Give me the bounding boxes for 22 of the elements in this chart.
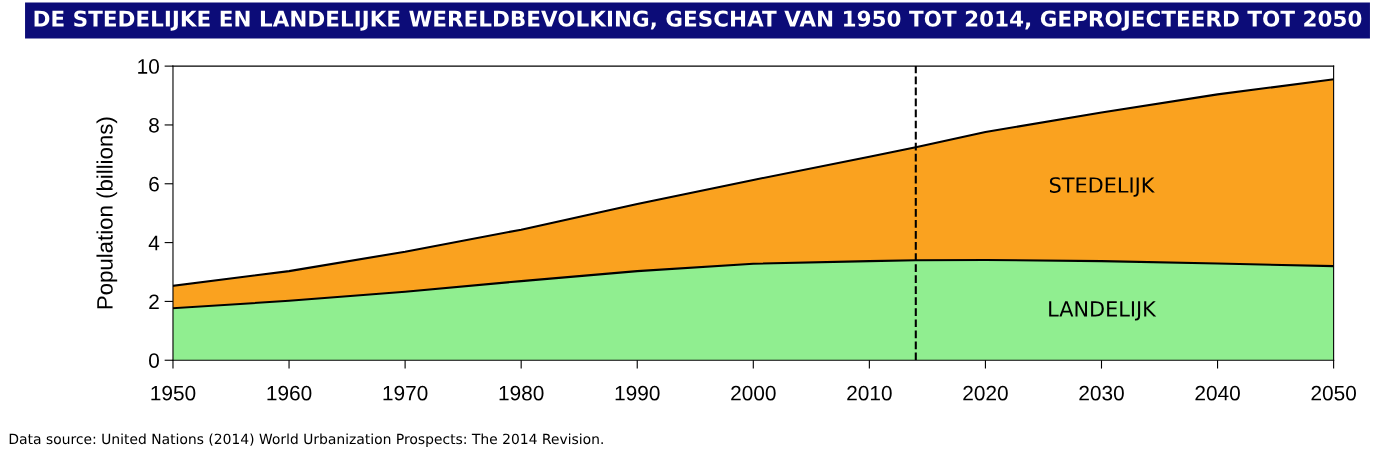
chart-title: DE STEDELIJKE EN LANDELIJKE WERELDBEVOLKING, GESCHAT VAN 1950 TOT 2014, GEPROJECTEERD TOT 2050: [34, 10, 1362, 31]
x-tick-label: 2050: [1311, 385, 1356, 401]
y-tick-label: 2: [149, 294, 159, 309]
y-axis-title: Population (billions): [96, 117, 118, 309]
x-tick-label: 1990: [615, 385, 660, 401]
x-tick-label: 2010: [847, 385, 892, 401]
y-tick-label: 4: [148, 235, 160, 251]
x-tick-label: 1970: [383, 385, 428, 401]
series-label: STEDELIJK: [1049, 177, 1155, 197]
source-note: Data source: United Nations (2014) World Urbanization Prospects: The 2014 Revision.: [9, 433, 603, 447]
x-tick-label: 2000: [731, 385, 776, 401]
y-tick-label: 10: [138, 59, 159, 74]
x-tick-label: 2030: [1079, 385, 1124, 401]
x-tick-label: 1960: [267, 385, 312, 401]
x-tick-label: 1980: [499, 385, 544, 401]
series-label: LANDELIJK: [1049, 301, 1157, 321]
x-tick-label: 2020: [963, 385, 1008, 401]
x-tick-label: 2040: [1195, 385, 1240, 401]
x-tick-label: 1950: [151, 385, 196, 401]
y-tick-label: 0: [149, 353, 159, 368]
y-tick-label: 8: [149, 117, 159, 133]
y-tick-label: 6: [149, 176, 159, 192]
